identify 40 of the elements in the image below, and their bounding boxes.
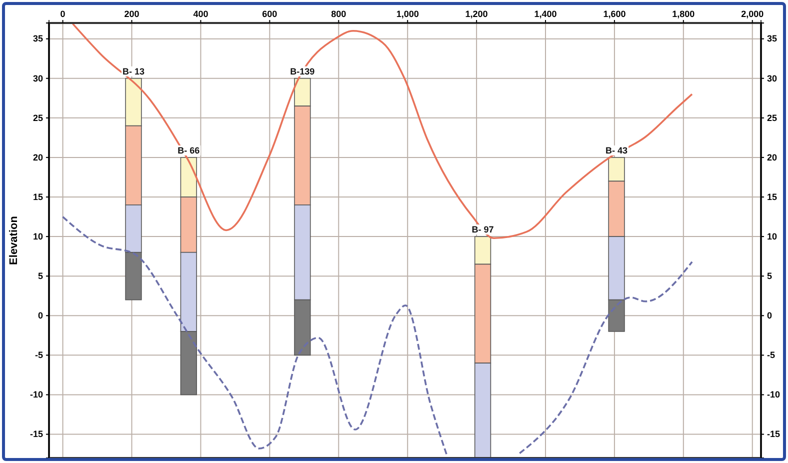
y-axis-title: Elevation — [8, 216, 20, 265]
line-series — [72, 23, 693, 240]
y-tick-label: 15 — [32, 192, 43, 202]
y2-tick-label: 10 — [767, 231, 778, 242]
y-tick-label: 25 — [32, 112, 43, 123]
y2-tick-label: 0 — [767, 310, 772, 321]
annotation: B- 66 — [178, 145, 200, 156]
x-tick-label: 200 — [124, 9, 140, 19]
x-tick-label: 800 — [331, 9, 346, 19]
y2-tick-label: -15 — [767, 429, 780, 440]
y2-tick-label: 15 — [767, 192, 778, 202]
x-tick-label: 1,400 — [534, 9, 557, 19]
annotation: B- 97 — [472, 224, 494, 235]
x-tick-label: 1,800 — [672, 9, 695, 19]
y2-tick-label: 20 — [767, 152, 778, 162]
x-tick-label: 1,600 — [603, 9, 626, 19]
y-tick-label: -10 — [30, 390, 43, 400]
y-tick-label: 5 — [38, 270, 43, 281]
y-tick-label: 30 — [32, 73, 43, 84]
y-tick-label: 20 — [32, 152, 43, 162]
y2-tick-label: 25 — [767, 112, 778, 123]
y-tick-label: -15 — [30, 429, 43, 440]
y2-tick-label: 5 — [767, 270, 772, 281]
x-tick-label: 0 — [60, 9, 66, 19]
annotation: B- 43 — [606, 145, 628, 156]
y2-tick-label: -10 — [767, 390, 780, 400]
x-tick-label: 400 — [193, 9, 208, 19]
y2-tick-label: 35 — [767, 34, 778, 44]
x-tick-label: 1,200 — [465, 9, 488, 19]
y-tick-label: 0 — [38, 310, 43, 321]
x-tick-label: 1,000 — [396, 9, 419, 19]
y-tick-label: 35 — [32, 34, 43, 44]
y2-tick-label: 30 — [767, 73, 778, 84]
y-tick-label: -5 — [34, 350, 43, 360]
x-tick-label: 2,000 — [741, 9, 764, 19]
annotation: B- 13 — [122, 66, 144, 76]
annotation: B-139 — [290, 66, 315, 76]
y2-tick-label: -5 — [767, 350, 776, 360]
x-tick-label: 600 — [262, 9, 278, 19]
y-tick-label: 10 — [32, 231, 43, 242]
